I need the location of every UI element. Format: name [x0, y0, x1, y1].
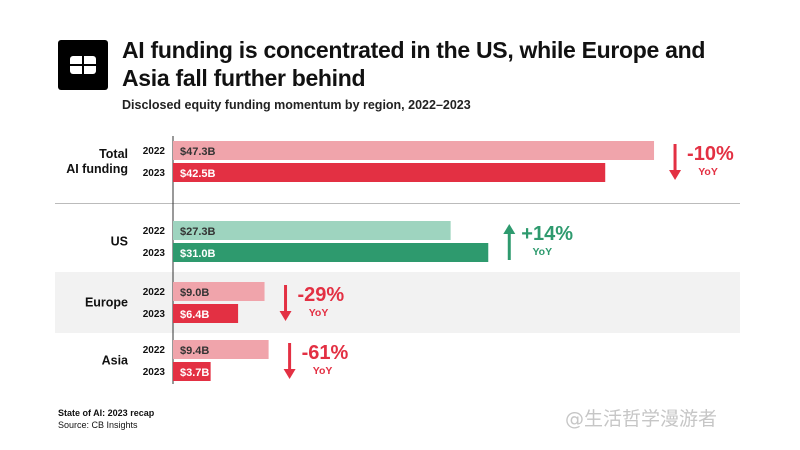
bar-value-asia-2022: $9.4B [180, 345, 209, 357]
footer-report-name: State of AI: 2023 recap [58, 408, 155, 418]
bar-value-us-2023: $31.0B [180, 248, 216, 260]
europe-band [55, 272, 740, 333]
footer-source: Source: CB Insights [58, 420, 138, 430]
change-percent-total: -10% [687, 143, 734, 165]
bar-value-total-2022: $47.3B [180, 146, 216, 158]
change-note-asia: YoY [313, 365, 333, 377]
year-label-europe-2023: 2023 [143, 309, 166, 320]
region-label-total-1: AI funding [66, 162, 128, 176]
change-percent-us: +14% [521, 223, 573, 245]
change-note-total: YoY [698, 166, 718, 178]
bar-value-us-2022: $27.3B [180, 226, 216, 238]
bar-value-asia-2023: $3.7B [180, 367, 209, 379]
bar-value-europe-2023: $6.4B [180, 309, 209, 321]
bar-value-total-2023: $42.5B [180, 168, 216, 180]
change-note-europe: YoY [309, 307, 329, 319]
year-label-us-2023: 2023 [143, 248, 166, 259]
bar-asia-2023 [173, 362, 211, 381]
bar-value-europe-2022: $9.0B [180, 287, 209, 299]
change-percent-europe: -29% [298, 284, 345, 306]
bar-us-2022 [173, 221, 451, 240]
year-label-europe-2022: 2022 [143, 287, 166, 298]
down-arrow-icon-total [669, 170, 682, 180]
year-label-us-2022: 2022 [143, 226, 166, 237]
total-separator [55, 203, 740, 204]
year-label-asia-2022: 2022 [143, 345, 166, 356]
bar-europe-2022 [173, 282, 265, 301]
year-label-total-2022: 2022 [143, 146, 166, 157]
bar-asia-2022 [173, 340, 269, 359]
region-label-asia: Asia [102, 354, 129, 368]
chart-subtitle: Disclosed equity funding momentum by reg… [122, 98, 471, 112]
down-arrow-icon-asia [283, 369, 296, 379]
bar-total-2022 [173, 141, 655, 160]
year-label-total-2023: 2023 [143, 168, 166, 179]
region-label-us: US [111, 235, 128, 249]
bar-europe-2023 [173, 304, 239, 323]
change-note-us: YoY [532, 246, 552, 258]
up-arrow-icon-us [503, 224, 516, 234]
region-label-europe: Europe [85, 296, 128, 310]
year-label-asia-2023: 2023 [143, 367, 166, 378]
bar-total-2023 [173, 163, 606, 182]
chart-title: AI funding is concentrated in the US, wh… [122, 37, 706, 91]
change-percent-asia: -61% [302, 342, 349, 364]
cb-insights-logo-icon [58, 40, 108, 90]
bar-us-2023 [173, 243, 489, 262]
watermark: @生活哲学漫游者 [565, 408, 718, 430]
region-label-total-0: Total [99, 147, 128, 161]
down-arrow-icon-europe [279, 311, 292, 321]
